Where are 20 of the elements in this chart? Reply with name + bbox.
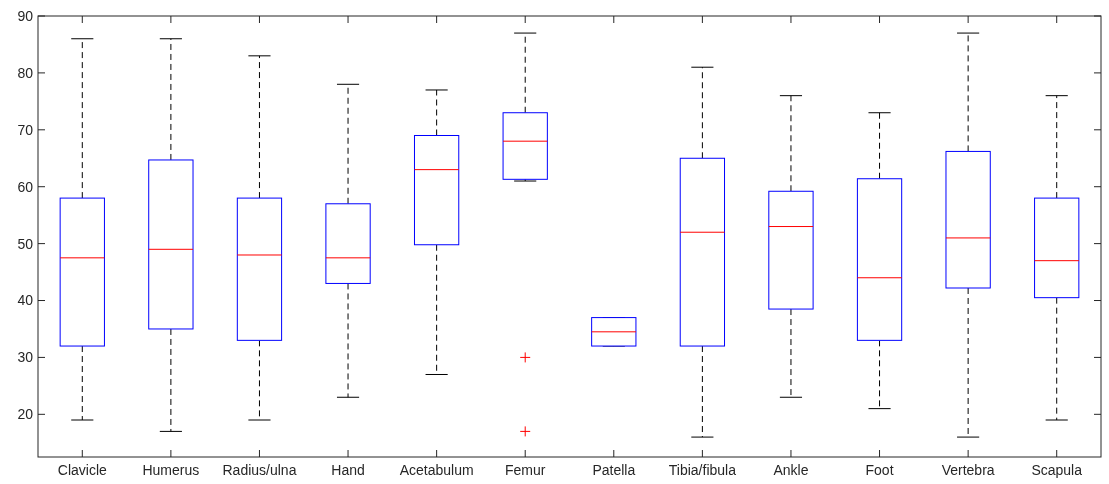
x-tick-label: Vertebra [941, 462, 995, 478]
x-tick-label: Foot [865, 462, 894, 478]
x-tick-label: Scapula [1031, 462, 1083, 478]
x-tick-label: Patella [592, 462, 636, 478]
y-tick-label: 40 [17, 292, 34, 309]
x-tick-label: Ankle [773, 462, 809, 478]
y-tick-label: 30 [17, 349, 34, 366]
y-tick-label: 50 [17, 235, 34, 252]
x-tick-label: Hand [331, 462, 365, 478]
y-tick-label: 20 [17, 406, 34, 423]
x-tick-label: Tibia/fibula [668, 462, 737, 478]
y-tick-label: 60 [17, 178, 34, 195]
y-tick-label: 80 [17, 64, 34, 81]
x-tick-label: Radius/ulna [222, 462, 297, 478]
y-tick-label: 70 [17, 121, 34, 138]
x-tick-label: Humerus [142, 462, 200, 478]
x-tick-label: Acetabulum [399, 462, 474, 478]
y-tick-label: 90 [17, 7, 34, 24]
x-tick-label: Femur [504, 462, 546, 478]
x-tick-label: Clavicle [57, 462, 108, 478]
